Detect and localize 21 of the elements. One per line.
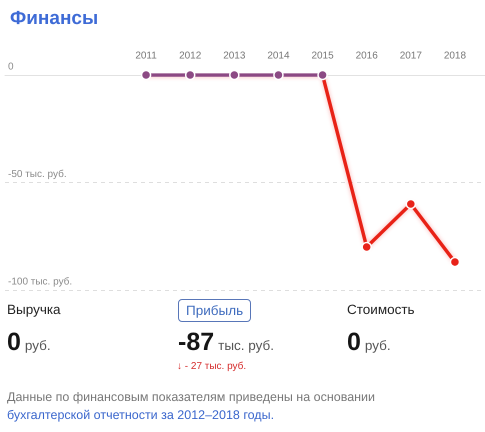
chart-title: Финансы — [10, 8, 98, 29]
x-tick-label: 2015 — [311, 50, 334, 62]
text: ↓ - 27 тыс. руб. — [177, 361, 246, 372]
text: 0 руб. — [7, 328, 51, 356]
text: Выручка — [7, 302, 61, 317]
x-tick-label: 2017 — [400, 50, 422, 62]
text: Стоимость — [347, 302, 415, 317]
y-tick-label: 0 — [8, 62, 14, 72]
button: Прибыль — [178, 299, 252, 322]
x-tick-label: 2014 — [267, 50, 290, 62]
text: Данные по финансовым показателям приведены на основании — [7, 390, 376, 404]
x-tick-label: 2018 — [444, 50, 466, 62]
y-tick-label: -50 тыс. руб. — [8, 169, 67, 180]
x-tick-label: 2011 — [135, 50, 158, 62]
x-tick-label: 2013 — [223, 50, 246, 62]
x-tick-label: 2012 — [179, 50, 202, 62]
y-tick-label: -100 тыс. руб. — [8, 276, 72, 288]
x-tick-label: 2016 — [356, 50, 378, 62]
text: бухгалтерской отчетности за 2012–2018 годы. — [7, 408, 274, 422]
text: 0 руб. — [347, 328, 391, 356]
text: -87 тыс. руб. — [178, 328, 274, 356]
